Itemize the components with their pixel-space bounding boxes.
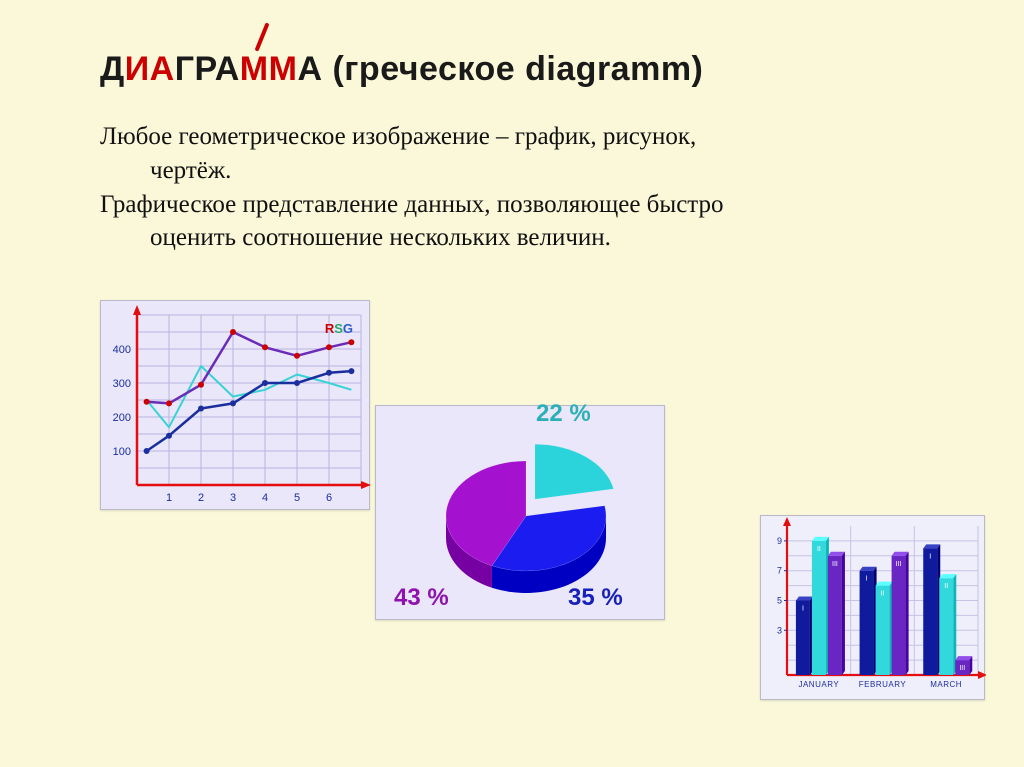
svg-text:II: II [817, 546, 821, 553]
svg-text:3: 3 [230, 492, 236, 504]
svg-text:MARCH: MARCH [930, 680, 962, 689]
def-line2b: оценить соотношение нескольких величин. [100, 221, 1004, 255]
svg-text:4: 4 [262, 492, 268, 504]
def-line1a: Любое геометрическое изображение – графи… [100, 123, 696, 150]
svg-text:II: II [944, 583, 948, 590]
page-title: ДИАГРАММА (греческое diagramm) [100, 50, 703, 89]
pie-slice-label: 22 % [536, 400, 591, 428]
line-chart: 100 200 300 400 1 2 3 4 5 6 RSG [101, 301, 371, 511]
svg-text:5: 5 [294, 492, 300, 504]
svg-text:5: 5 [777, 596, 782, 606]
svg-text:9: 9 [777, 536, 782, 546]
svg-text:I: I [929, 553, 931, 560]
svg-text:300: 300 [113, 378, 131, 390]
svg-text:RSG: RSG [325, 321, 353, 336]
svg-text:1: 1 [166, 492, 172, 504]
svg-text:III: III [832, 561, 838, 568]
svg-text:FEBRUARY: FEBRUARY [859, 680, 907, 689]
svg-text:100: 100 [113, 446, 131, 458]
svg-text:3: 3 [777, 625, 782, 635]
bar-chart-panel: 3579IIIIIIJANUARYIIIIIIFEBRUARYIIIIIIMAR… [760, 515, 985, 700]
svg-text:III: III [959, 665, 965, 672]
svg-text:I: I [802, 606, 804, 613]
svg-text:JANUARY: JANUARY [798, 680, 839, 689]
pie-slice-label: 35 % [568, 584, 623, 612]
title-sub: (греческое diagramm) [323, 50, 704, 88]
svg-text:7: 7 [777, 566, 782, 576]
svg-text:II: II [881, 591, 885, 598]
svg-text:I: I [866, 576, 868, 583]
svg-text:6: 6 [326, 492, 332, 504]
bar-chart: 3579IIIIIIJANUARYIIIIIIFEBRUARYIIIIIIMAR… [761, 516, 986, 701]
svg-text:III: III [896, 561, 902, 568]
accent-stroke [260, 22, 288, 52]
def-line1b: чертёж. [100, 154, 1004, 188]
svg-text:400: 400 [113, 344, 131, 356]
def-line2a: Графическое представление данных, позвол… [100, 191, 724, 218]
svg-text:2: 2 [198, 492, 204, 504]
line-chart-panel: 100 200 300 400 1 2 3 4 5 6 RSG [100, 300, 370, 510]
pie-chart-panel: 22 %35 %43 % [375, 405, 665, 620]
definition-text: Любое геометрическое изображение – графи… [100, 120, 1004, 255]
pie-slice-label: 43 % [394, 584, 449, 612]
svg-text:200: 200 [113, 412, 131, 424]
